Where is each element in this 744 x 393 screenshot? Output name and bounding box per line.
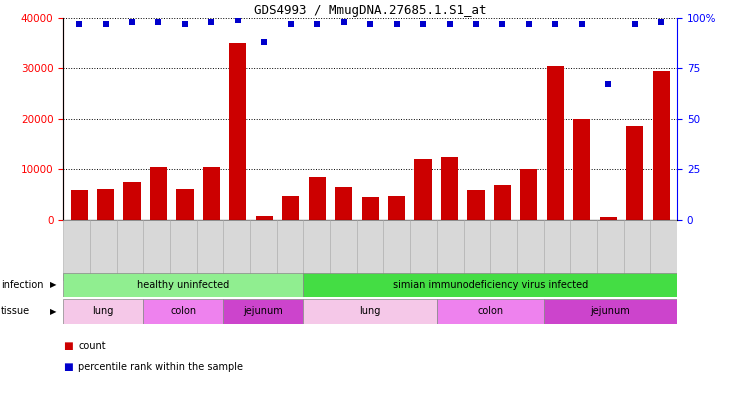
- Bar: [144, 299, 223, 324]
- Point: [153, 18, 164, 25]
- Text: jejunum: jejunum: [243, 307, 283, 316]
- Bar: [335, 187, 352, 220]
- Text: ▶: ▶: [50, 281, 57, 289]
- Bar: [357, 220, 383, 281]
- Bar: [490, 220, 517, 281]
- Bar: [414, 160, 432, 220]
- Text: ■: ■: [63, 362, 73, 373]
- Point: [523, 20, 535, 27]
- Point: [603, 81, 615, 88]
- Bar: [144, 220, 170, 281]
- Bar: [304, 273, 677, 297]
- Bar: [97, 189, 114, 220]
- Bar: [223, 220, 250, 281]
- Bar: [494, 185, 511, 220]
- Bar: [282, 196, 299, 220]
- Bar: [124, 182, 141, 220]
- Bar: [250, 220, 277, 281]
- Point: [73, 20, 85, 27]
- Bar: [63, 273, 304, 297]
- Bar: [626, 127, 644, 220]
- Bar: [600, 217, 617, 220]
- Point: [417, 20, 429, 27]
- Bar: [176, 189, 193, 220]
- Bar: [597, 220, 623, 281]
- Point: [391, 20, 403, 27]
- Text: ▶: ▶: [50, 307, 57, 316]
- Point: [258, 39, 270, 45]
- Bar: [304, 299, 437, 324]
- Bar: [309, 177, 326, 220]
- Point: [443, 20, 455, 27]
- Point: [179, 20, 191, 27]
- Bar: [203, 167, 220, 220]
- Bar: [170, 220, 196, 281]
- Text: ■: ■: [63, 341, 73, 351]
- Bar: [544, 299, 677, 324]
- Bar: [437, 299, 544, 324]
- Bar: [573, 119, 591, 220]
- Text: percentile rank within the sample: percentile rank within the sample: [78, 362, 243, 373]
- Point: [365, 20, 376, 27]
- Point: [549, 20, 561, 27]
- Point: [576, 20, 588, 27]
- Bar: [150, 167, 167, 220]
- Bar: [277, 220, 304, 281]
- Text: count: count: [78, 341, 106, 351]
- Bar: [437, 220, 464, 281]
- Bar: [623, 220, 650, 281]
- Bar: [441, 157, 458, 220]
- Bar: [410, 220, 437, 281]
- Point: [338, 18, 350, 25]
- Bar: [388, 196, 405, 220]
- Bar: [547, 66, 564, 220]
- Bar: [63, 220, 90, 281]
- Bar: [63, 299, 144, 324]
- Text: jejunum: jejunum: [591, 307, 630, 316]
- Point: [470, 20, 482, 27]
- Point: [311, 20, 323, 27]
- Text: simian immunodeficiency virus infected: simian immunodeficiency virus infected: [393, 280, 588, 290]
- Point: [655, 18, 667, 25]
- Text: lung: lung: [92, 307, 114, 316]
- Text: tissue: tissue: [1, 307, 30, 316]
- Point: [285, 20, 297, 27]
- Text: infection: infection: [1, 280, 43, 290]
- Bar: [517, 220, 544, 281]
- Bar: [117, 220, 144, 281]
- Bar: [467, 190, 484, 220]
- Point: [100, 20, 112, 27]
- Bar: [362, 197, 379, 220]
- Bar: [196, 220, 223, 281]
- Bar: [464, 220, 490, 281]
- Text: lung: lung: [359, 307, 381, 316]
- Bar: [256, 215, 273, 220]
- Bar: [90, 220, 117, 281]
- Bar: [229, 43, 246, 220]
- Bar: [330, 220, 357, 281]
- Point: [126, 18, 138, 25]
- Text: colon: colon: [477, 307, 503, 316]
- Text: colon: colon: [170, 307, 196, 316]
- Bar: [71, 190, 88, 220]
- Point: [496, 20, 508, 27]
- Bar: [571, 220, 597, 281]
- Title: GDS4993 / MmugDNA.27685.1.S1_at: GDS4993 / MmugDNA.27685.1.S1_at: [254, 4, 487, 17]
- Bar: [223, 299, 304, 324]
- Bar: [304, 220, 330, 281]
- Bar: [652, 71, 670, 220]
- Bar: [520, 169, 537, 220]
- Bar: [383, 220, 410, 281]
- Bar: [650, 220, 677, 281]
- Bar: [544, 220, 571, 281]
- Point: [232, 17, 244, 23]
- Point: [629, 20, 641, 27]
- Text: healthy uninfected: healthy uninfected: [137, 280, 229, 290]
- Point: [205, 18, 217, 25]
